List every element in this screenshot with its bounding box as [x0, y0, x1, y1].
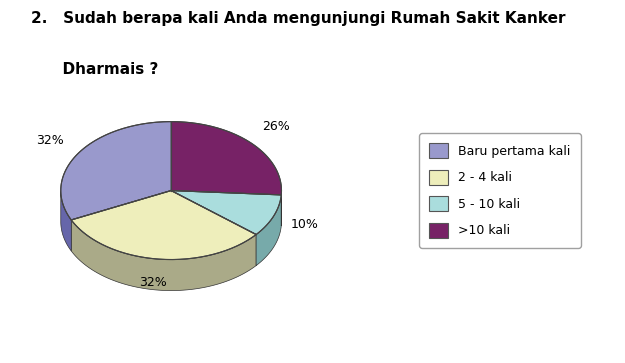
Text: Dharmais ?: Dharmais ?	[31, 62, 159, 77]
Text: 10%: 10%	[291, 219, 319, 231]
Polygon shape	[61, 122, 171, 220]
Polygon shape	[171, 122, 281, 195]
Polygon shape	[171, 191, 281, 234]
Text: 32%: 32%	[36, 134, 64, 147]
Text: 26%: 26%	[262, 121, 289, 133]
Text: 32%: 32%	[139, 277, 167, 289]
Legend: Baru pertama kali, 2 - 4 kali, 5 - 10 kali, >10 kali: Baru pertama kali, 2 - 4 kali, 5 - 10 ka…	[419, 133, 581, 248]
Polygon shape	[61, 192, 71, 251]
Polygon shape	[71, 191, 256, 260]
Polygon shape	[71, 220, 256, 290]
Text: 2.   Sudah berapa kali Anda mengunjungi Rumah Sakit Kanker: 2. Sudah berapa kali Anda mengunjungi Ru…	[31, 11, 566, 26]
Polygon shape	[256, 195, 281, 266]
